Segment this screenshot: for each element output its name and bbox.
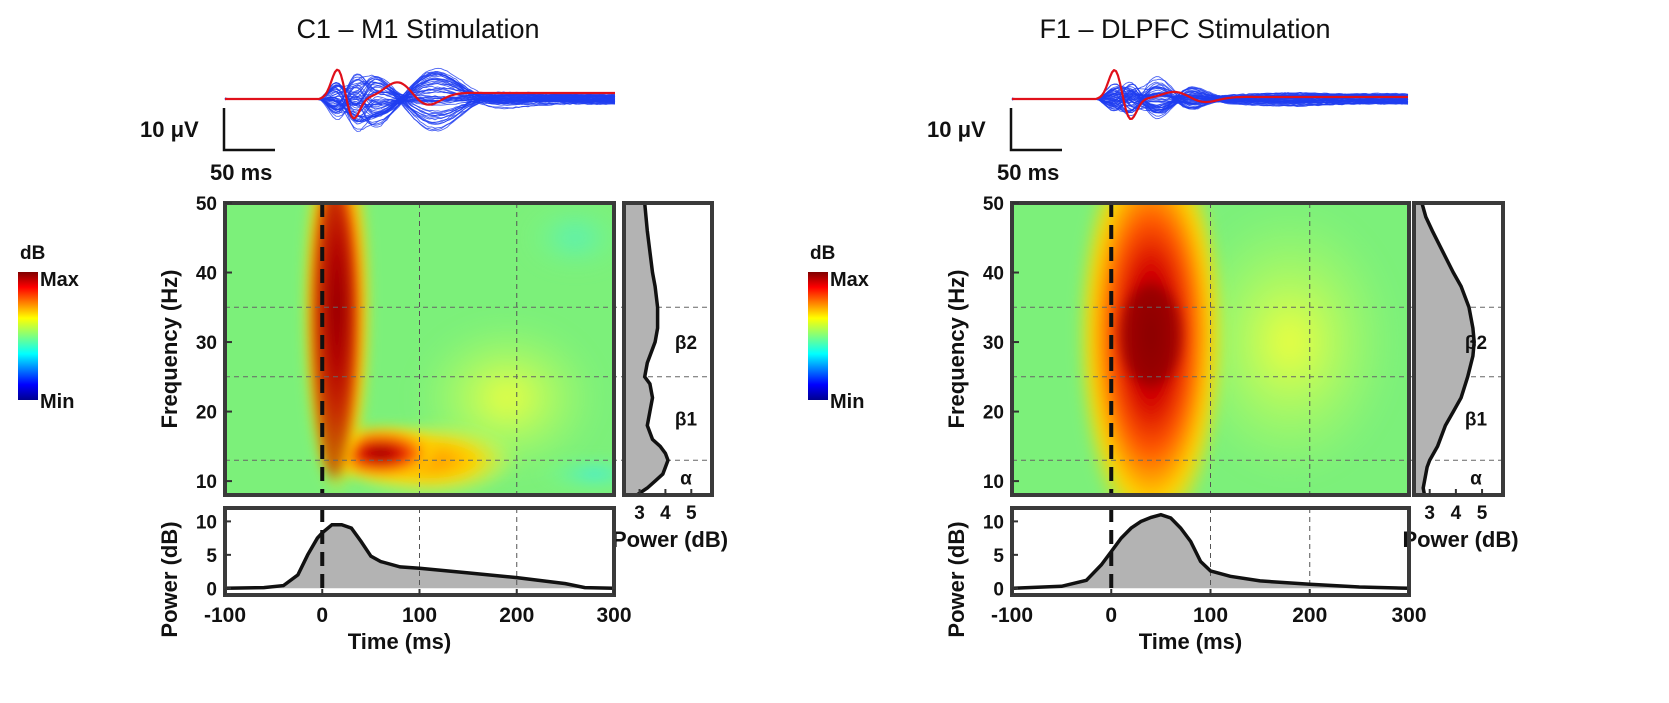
colorbar-gradient bbox=[808, 272, 828, 400]
spectrum-area bbox=[1414, 203, 1475, 495]
panel-f1-dlpfc: F1 – DLPFC Stimulation 10 μV 50 ms dB Max Min… bbox=[808, 14, 1519, 654]
tep-butterfly-plot bbox=[1011, 69, 1409, 120]
colorbar-legend: dB Max Min bbox=[808, 243, 869, 413]
colorbar-max-label: Max bbox=[830, 269, 869, 291]
power-ylabel: Power (dB) bbox=[944, 521, 969, 637]
power-line bbox=[224, 522, 615, 591]
power-xtick-label: 200 bbox=[499, 604, 534, 627]
scale-bar: 10 μV 50 ms bbox=[927, 108, 1062, 185]
power-ylabel: Power (dB) bbox=[157, 521, 182, 637]
scale-bar-voltage-label: 10 μV bbox=[140, 117, 199, 142]
tf-ytick-label: 20 bbox=[983, 403, 1004, 424]
tep-butterfly-plot bbox=[224, 67, 616, 132]
band-label: β2 bbox=[675, 333, 697, 354]
colorbar-unit: dB bbox=[810, 243, 835, 264]
scale-bar-lines bbox=[222, 108, 275, 152]
spectrum-area bbox=[624, 203, 668, 495]
spectrum-xtick-label: 3 bbox=[1424, 503, 1435, 524]
tf-soft-region bbox=[1179, 203, 1400, 483]
tf-frame bbox=[1010, 201, 1411, 497]
tf-ytick-label: 10 bbox=[983, 472, 1004, 493]
scale-bar-time-label: 50 ms bbox=[997, 160, 1059, 185]
tf-ytick-label: 50 bbox=[196, 194, 217, 215]
power-line bbox=[1011, 512, 1410, 591]
spectrum-xlabel: Power (dB) bbox=[612, 527, 728, 552]
power-xtick-label: 100 bbox=[1193, 604, 1228, 627]
power-ytick-label: 5 bbox=[993, 546, 1004, 567]
tf-ytick-label: 30 bbox=[983, 333, 1004, 354]
colorbar-max-label: Max bbox=[40, 269, 79, 291]
power-ytick-label: 0 bbox=[993, 579, 1004, 600]
tf-hotspot-core bbox=[313, 203, 354, 479]
band-label: α bbox=[680, 469, 692, 490]
tf-ytick-label: 40 bbox=[983, 264, 1004, 285]
power-xtick-label: 200 bbox=[1292, 604, 1327, 627]
band-label: α bbox=[1470, 469, 1482, 490]
power-xtick-label: 300 bbox=[596, 604, 631, 627]
tf-ytick-label: 30 bbox=[196, 333, 217, 354]
power-xtick-label: 0 bbox=[316, 604, 328, 627]
scale-bar-time-label: 50 ms bbox=[210, 160, 272, 185]
power-xlabel: Time (ms) bbox=[1139, 629, 1243, 654]
spectrum-xtick-label: 5 bbox=[1477, 503, 1488, 524]
tf-ylabel: Frequency (Hz) bbox=[944, 270, 969, 429]
tf-ylabel: Frequency (Hz) bbox=[157, 270, 182, 429]
band-label: β1 bbox=[1465, 410, 1488, 431]
scale-bar-voltage-label: 10 μV bbox=[927, 117, 986, 142]
tf-cool-region bbox=[534, 454, 614, 495]
band-label: β1 bbox=[675, 410, 698, 431]
spectrum-frame bbox=[1412, 201, 1505, 497]
band-label: β2 bbox=[1465, 333, 1487, 354]
power-ytick-label: 5 bbox=[206, 546, 217, 567]
tf-ytick-label: 40 bbox=[196, 264, 217, 285]
panel-c1-m1: C1 – M1 Stimulation 10 μV 50 ms dB Max Min 10 2… bbox=[18, 14, 728, 654]
spectrum-line bbox=[635, 202, 670, 497]
panel-title: C1 – M1 Stimulation bbox=[296, 14, 539, 44]
tep-highlight-trace bbox=[1012, 69, 1408, 120]
colorbar-unit: dB bbox=[20, 243, 45, 264]
tf-ytick-label: 10 bbox=[196, 472, 217, 493]
tf-ytick-label: 50 bbox=[983, 194, 1004, 215]
power-xtick-label: 0 bbox=[1105, 604, 1117, 627]
power-ytick-label: 0 bbox=[206, 579, 217, 600]
power-xlabel: Time (ms) bbox=[348, 629, 452, 654]
power-xtick-label: 300 bbox=[1391, 604, 1426, 627]
tf-cool-region bbox=[525, 207, 614, 268]
power-ytick-label: 10 bbox=[196, 512, 217, 533]
power-area bbox=[1012, 514, 1409, 589]
tf-ytick-label: 20 bbox=[196, 403, 217, 424]
spectrum-xtick-label: 5 bbox=[686, 503, 697, 524]
colorbar-legend: dB Max Min bbox=[18, 243, 79, 413]
spectrum-xtick-label: 3 bbox=[634, 503, 645, 524]
tf-frame bbox=[223, 201, 616, 497]
tep-highlight-trace bbox=[225, 68, 615, 120]
scale-bar-lines bbox=[1009, 108, 1062, 152]
panel-title: F1 – DLPFC Stimulation bbox=[1039, 14, 1330, 44]
spectrum-frame bbox=[622, 201, 714, 497]
colorbar-min-label: Min bbox=[40, 391, 74, 413]
tf-hotspot-core bbox=[1120, 285, 1181, 386]
spectrum-xlabel: Power (dB) bbox=[1402, 527, 1518, 552]
spectrum-xtick-label: 4 bbox=[660, 503, 671, 524]
power-xtick-label: 100 bbox=[402, 604, 437, 627]
colorbar-min-label: Min bbox=[830, 391, 864, 413]
spectrum-xtick-label: 4 bbox=[1451, 503, 1462, 524]
power-xtick-label: -100 bbox=[204, 604, 246, 627]
power-xtick-label: -100 bbox=[991, 604, 1033, 627]
spectrum-line bbox=[1420, 202, 1476, 496]
power-ytick-label: 10 bbox=[983, 512, 1004, 533]
colorbar-gradient bbox=[18, 272, 38, 400]
scale-bar: 10 μV 50 ms bbox=[140, 108, 275, 185]
